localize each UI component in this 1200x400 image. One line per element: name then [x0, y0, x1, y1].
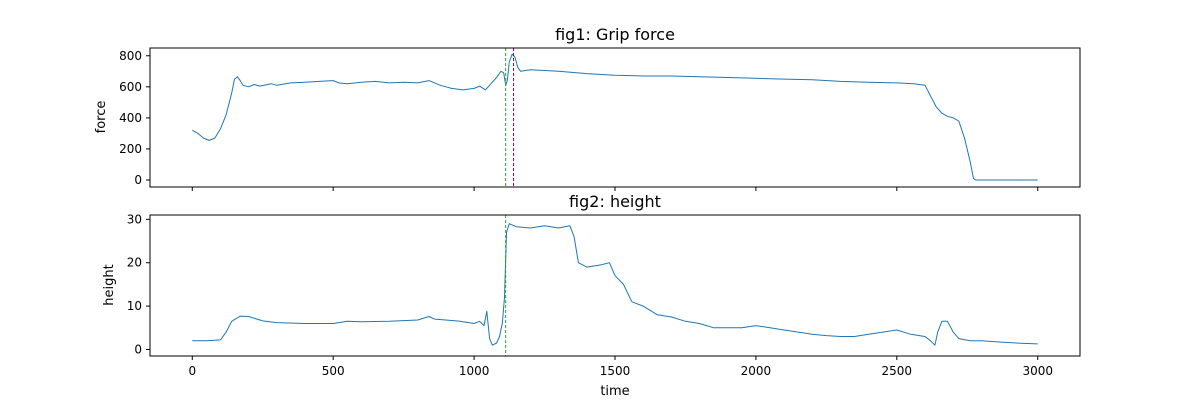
force-y-tick-label: 200: [119, 142, 142, 156]
grip-force-panel: fig1: Grip force force 0 200 400 600 800: [94, 25, 1081, 191]
height-x-tick-label: 1500: [600, 364, 631, 378]
force-y-tick-label: 800: [119, 49, 142, 63]
height-x-tick-label: 1000: [459, 364, 490, 378]
height-series-line: [192, 223, 1038, 346]
height-axes-frame: [149, 214, 1081, 357]
height-x-tick-label: 2500: [882, 364, 913, 378]
height-axis-label: height: [102, 264, 117, 305]
height-y-tick-label: 10: [127, 299, 142, 313]
time-axis-label: time: [600, 384, 629, 399]
height-x-tick-label: 2000: [741, 364, 772, 378]
force-series-line: [192, 53, 1038, 181]
height-panel: fig2: height height time 0 500 1000 1500 200…: [102, 192, 1081, 399]
height-x-tick-label: 3000: [1022, 364, 1053, 378]
force-y-tick-label: 600: [119, 80, 142, 94]
grip-force-title: fig1: Grip force: [555, 25, 675, 44]
height-x-tick-label: 0: [188, 364, 196, 378]
force-y-tick-label: 0: [134, 173, 142, 187]
height-y-tick-label: 0: [134, 342, 142, 356]
height-y-tick-label: 30: [127, 212, 142, 226]
height-y-tick-label: 20: [127, 256, 142, 270]
height-x-tick-label: 500: [322, 364, 345, 378]
height-title: fig2: height: [569, 192, 661, 211]
force-axis-label: force: [94, 101, 109, 134]
force-axes-frame: [149, 47, 1081, 188]
force-y-tick-label: 400: [119, 111, 142, 125]
